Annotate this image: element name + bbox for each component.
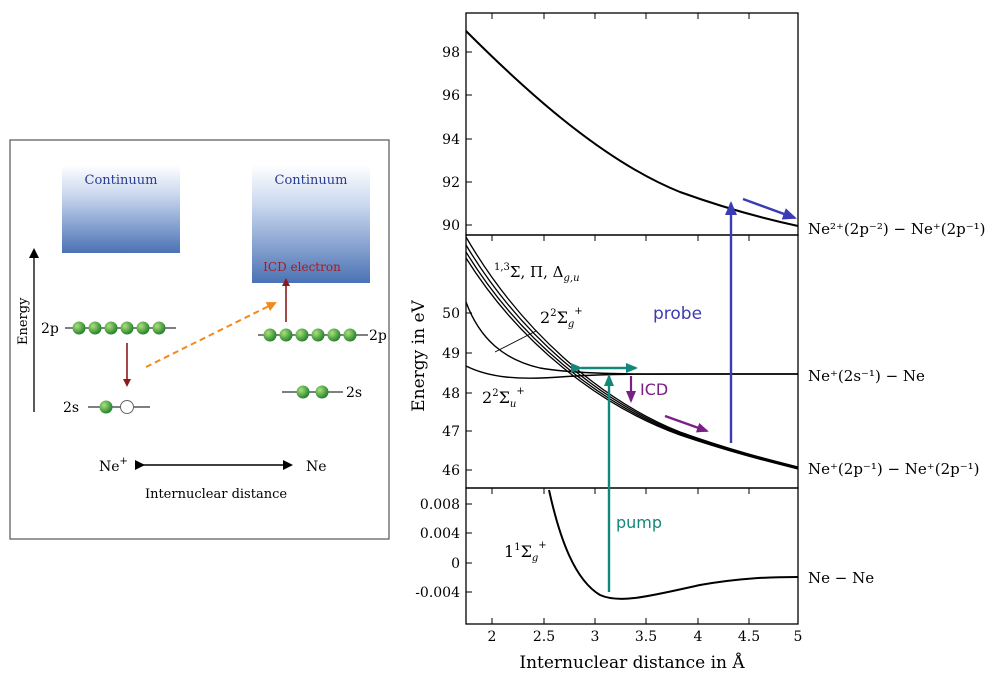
energy-transfer-arrow [145,302,277,368]
asymptote-label-top: Ne²⁺(2p⁻²) − Ne⁺(2p⁻¹) [808,220,986,238]
electron-2s-left [99,400,113,414]
potential-curves-panel: 2 2.5 3 3.5 4 4.5 5 Internuclear distanc… [409,12,986,673]
y-tick: -0.004 [415,585,460,601]
icd-label: ICD [640,380,668,399]
asymptote-label-mid1: Ne⁺(2s⁻¹) − Ne [808,367,925,385]
ne2plus-motion-arrow [742,197,797,220]
y-tick-labels: 98 96 94 92 90 50 49 48 47 46 0.008 0.00… [415,45,460,601]
x-axis-label: Internuclear distance in Å [519,652,745,673]
curve-2sigma-u [465,365,799,379]
x-tick: 4.5 [738,629,760,645]
electron-2s-right-a [296,385,310,399]
level-2s-left-label: 2s [63,400,79,416]
continuum-label-right: Continuum [275,173,348,188]
state-label-2sigma-g: 22Σg+ [540,306,583,330]
icd-electron-label: ICD electron [263,260,341,274]
level-2p-left-label: 2p [41,321,59,337]
curve-bundle-13 [465,236,799,470]
internuclear-label: Internuclear distance [145,487,287,502]
state-label-13: 1,3Σ, Π, Δg,u [494,262,580,284]
left-schematic-panel: Continuum Continuum ICD electron Energy … [9,139,390,540]
ne-plus-label: Ne+ [99,456,128,475]
y-tick-marks [466,51,472,593]
y-tick: 49 [442,346,460,362]
continuum-box-right [252,165,370,283]
continuum-label-left: Continuum [85,173,158,188]
level-2s-right-label: 2s [346,385,362,401]
y-tick: 94 [442,132,460,148]
y-tick: 92 [442,175,460,191]
y-tick: 90 [442,218,460,234]
x-tick: 5 [794,629,803,645]
y-tick: 0.004 [420,526,460,542]
energy-axis-label: Energy [16,297,31,345]
y-tick: 98 [442,45,460,61]
asymptote-label-mid2: Ne⁺(2p⁻¹) − Ne⁺(2p⁻¹) [808,460,980,478]
y-axis-label: Energy in eV [409,299,429,411]
electron-2s-right-b [315,385,329,399]
y-tick: 48 [442,386,460,402]
state-label-2sigma-u: 22Σu+ [482,386,525,410]
x-tick: 2.5 [533,629,555,645]
state-label-ground: 11Σg+ [504,540,547,564]
y-tick: 50 [442,306,460,322]
ne-label: Ne [306,459,327,475]
y-tick: 0 [451,556,460,572]
level-2p-right-label: 2p [369,328,387,344]
y-tick: 47 [442,424,460,440]
state-label-pointer [494,330,537,353]
x-tick: 4 [694,629,703,645]
x-tick-marks [491,13,750,624]
hole-2s-left [120,400,134,414]
curve-ne2plus [465,30,799,227]
electrons-2p-left [72,321,166,335]
y-tick: 0.008 [420,497,460,513]
continuum-box-left [62,165,180,253]
x-tick: 3.5 [635,629,657,645]
electrons-2p-right [263,328,357,342]
x-tick: 3 [591,629,600,645]
pump-label: pump [616,513,662,532]
dissociation-arrow [664,414,709,433]
x-tick: 2 [488,629,497,645]
x-tick-labels: 2 2.5 3 3.5 4 4.5 5 [488,629,803,645]
y-tick: 96 [442,88,460,104]
bot-frame [465,487,799,625]
curve-ground-state [548,489,799,600]
probe-label: probe [653,304,702,324]
y-tick: 46 [442,463,460,479]
asymptote-label-bot: Ne − Ne [808,569,874,587]
